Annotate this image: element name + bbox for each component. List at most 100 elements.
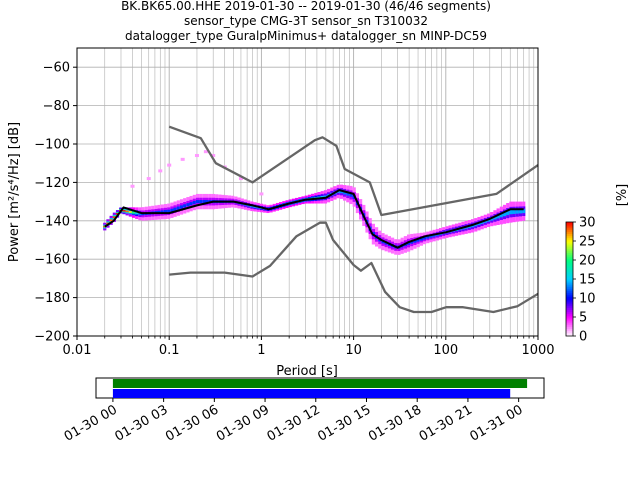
noise-model-lines	[104, 125, 539, 314]
chart-title-line-1: BK.BK65.00.HHE 2019-01-30 -- 2019-01-30 …	[121, 0, 491, 13]
colorbar-segment	[566, 235, 573, 238]
density-cell	[176, 206, 180, 210]
density-cell	[179, 205, 184, 209]
y-tick-label: −80	[43, 99, 70, 114]
colorbar-segment	[566, 252, 573, 255]
x-tick-label: 0.01	[63, 343, 92, 358]
timeline-tick-label: 01-30 21	[417, 402, 475, 444]
density-cell	[138, 212, 142, 216]
density-cell	[163, 210, 168, 214]
chart-title-line-3: datalogger_type GuralpMinimus+ datalogge…	[125, 29, 487, 43]
density-cell	[170, 208, 174, 212]
density-cell	[167, 209, 171, 213]
timeline-tick-label: 01-30 18	[366, 402, 424, 444]
y-tick-label: −160	[34, 253, 70, 268]
colorbar-segment	[566, 292, 573, 295]
colorbar-segment	[566, 269, 573, 272]
colorbar-segment	[566, 280, 573, 284]
y-axis-label: Power [m²/s⁴/Hz] [dB]	[7, 122, 22, 262]
density-outlier-cell	[203, 150, 208, 154]
colorbar-segment	[566, 301, 573, 305]
density-outlier-cell	[146, 177, 151, 181]
colorbar-segment	[566, 237, 573, 240]
series-line-nhnm	[168, 125, 539, 217]
density-cell	[189, 202, 193, 206]
colorbar-segment	[566, 233, 573, 236]
x-tick-label: 100	[433, 343, 458, 358]
colorbar-segment	[566, 263, 573, 267]
colorbar-segment	[566, 307, 573, 310]
colorbar-segment	[566, 284, 573, 288]
density-cell	[506, 211, 510, 216]
colorbar-tick-label: 20	[579, 254, 596, 269]
colorbar-segment	[566, 275, 573, 278]
colorbar-segment	[566, 317, 573, 320]
colorbar-tick-label: 30	[579, 216, 596, 231]
colorbar-segment	[566, 265, 573, 269]
density-outlier-cell	[194, 154, 199, 158]
colorbar-segment	[566, 223, 573, 227]
y-tick-label: −100	[34, 138, 70, 153]
density-cell	[432, 234, 436, 237]
colorbar-segment	[566, 248, 573, 252]
density-outlier-cell	[211, 154, 216, 158]
colorbar-segment	[566, 246, 573, 250]
density-cell	[202, 200, 206, 204]
colorbar-segment	[566, 225, 573, 229]
timeline-tick-label: 01-30 12	[265, 402, 323, 444]
density-cell	[183, 204, 187, 208]
timeline-tick-label: 01-30 15	[315, 402, 373, 444]
density-cell	[128, 211, 132, 213]
colorbar-tick-label: 15	[579, 273, 596, 288]
density-cell	[522, 209, 526, 214]
colorbar-label: [%]	[615, 184, 630, 207]
colorbar-segment	[566, 298, 573, 301]
colorbar-segment	[566, 286, 573, 290]
plot-area-frame	[76, 47, 539, 337]
psd-density	[103, 150, 526, 255]
colorbar-segment	[566, 294, 573, 297]
density-cell	[515, 209, 519, 214]
colorbar-segment	[566, 227, 573, 231]
colorbar-segment	[566, 244, 573, 248]
colorbar-segment	[566, 332, 573, 335]
colorbar-segment	[566, 279, 573, 282]
density-cell	[410, 240, 414, 244]
density-outlier-cell	[167, 163, 172, 167]
timeline-tick-label: 01-30 03	[112, 402, 170, 444]
timeline-tick-label: 01-30 00	[62, 402, 120, 444]
density-cell	[160, 210, 164, 214]
colorbar-segment	[566, 288, 573, 291]
series-line-nlnm	[169, 221, 539, 314]
colorbar-segment	[566, 334, 573, 337]
colorbar-segment	[566, 239, 573, 242]
density-cell	[122, 210, 126, 212]
colorbar-segment	[566, 250, 573, 253]
colorbar-segment	[566, 231, 573, 234]
density-cell	[512, 209, 516, 214]
chart-title-line-2: sensor_type CMG-3T sensor_sn T310032	[184, 14, 428, 28]
colorbar-segment	[566, 260, 573, 263]
colorbar-tick-label: 0	[579, 330, 587, 345]
colorbar-segment	[566, 267, 573, 271]
density-cell	[195, 200, 200, 204]
density-cell	[416, 238, 420, 242]
colorbar-segment	[566, 277, 573, 280]
density-cell	[339, 190, 344, 194]
density-cell	[518, 209, 523, 214]
density-cell	[205, 200, 209, 204]
colorbar: 0 5 10 15 20 25 30	[565, 216, 596, 345]
y-tick-label: −120	[34, 176, 70, 191]
x-tick-label: 10	[345, 343, 362, 358]
colorbar-segment	[566, 241, 573, 244]
colorbar-segment	[566, 271, 573, 274]
density-cell	[422, 237, 427, 240]
colorbar-segment	[566, 254, 573, 257]
density-cell	[499, 213, 503, 218]
colorbar-segment	[566, 296, 573, 299]
timeline-tick-label: 01-30 06	[163, 402, 221, 444]
density-cell	[112, 216, 116, 219]
x-tick-label: 1000	[521, 343, 554, 358]
density-cell	[131, 211, 136, 214]
density-cell	[419, 237, 423, 241]
